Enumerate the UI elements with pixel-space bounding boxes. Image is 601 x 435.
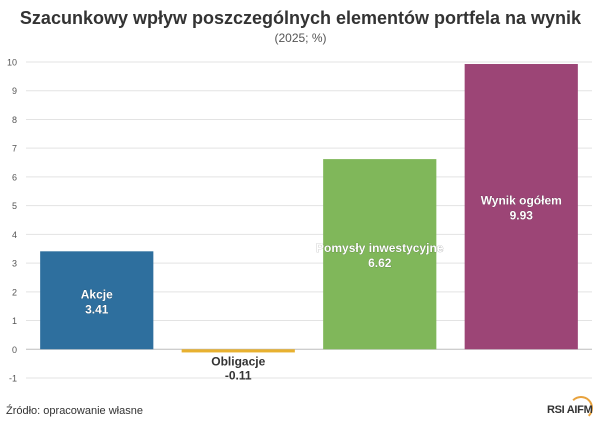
bar [40,251,154,350]
source-note: Źródło: opracowanie własne [6,405,143,417]
bar-category-label: Pomysły inwestycyjne [316,241,444,255]
chart-subtitle: (2025; %) [274,31,327,45]
rsi-aifm-logo: RSI AIFM [547,396,593,430]
y-tick-label: 2 [12,287,17,297]
y-tick-label: -1 [9,374,17,384]
y-tick-label: 7 [12,144,17,154]
bar-value-label: -0.11 [225,368,252,382]
y-tick-label: 5 [12,201,17,211]
y-tick-label: 10 [7,58,17,68]
y-tick-label: 0 [12,345,17,355]
bar [323,159,437,350]
logo-ring-icon [569,396,593,420]
bar-value-label: 6.62 [368,256,392,270]
y-tick-label: 9 [12,86,17,96]
bar-category-label: Wynik ogółem [481,194,562,208]
y-tick-label: 6 [12,172,17,182]
y-tick-label: 8 [12,115,17,125]
bar [181,349,295,353]
bar-value-label: 9.93 [510,209,534,223]
bar-category-label: Obligacje [211,354,265,368]
bar [464,64,578,350]
y-tick-label: 3 [12,259,17,269]
bar-value-label: 3.41 [85,302,109,316]
chart-title: Szacunkowy wpływ poszczególnych elementó… [19,8,582,28]
y-tick-label: 4 [12,230,17,240]
logo-text: RSI AIFM [547,404,593,416]
y-tick-label: 1 [12,316,17,326]
bar-category-label: Akcje [81,287,113,301]
